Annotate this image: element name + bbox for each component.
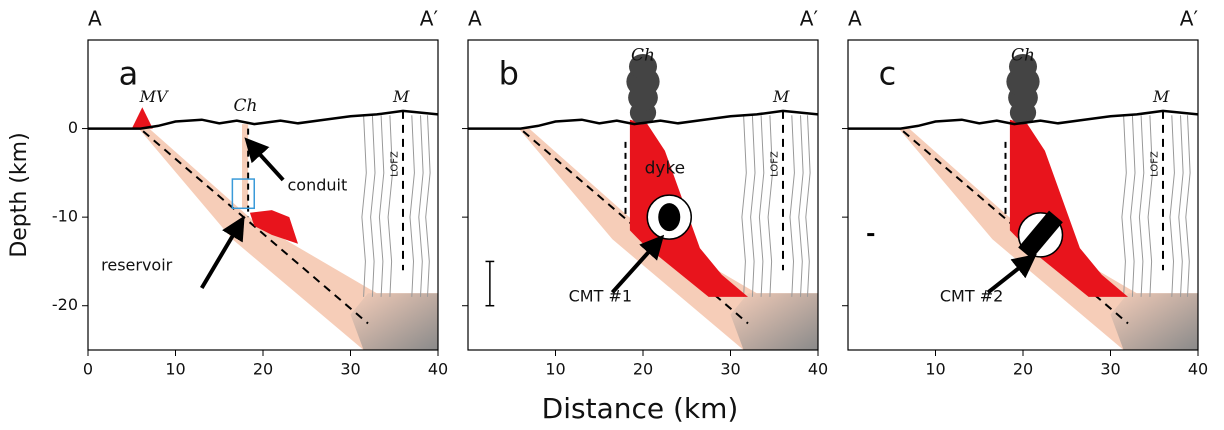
fault-line <box>1169 115 1175 297</box>
focus-box <box>231 178 255 210</box>
topography <box>88 109 439 130</box>
fault-line <box>1147 115 1154 297</box>
slab-top <box>142 130 369 325</box>
crater-label: Ch <box>234 96 258 116</box>
fault-line <box>750 115 756 297</box>
fault-line <box>789 115 795 297</box>
x-tick-label: 10 <box>925 360 945 379</box>
slab <box>138 128 439 350</box>
crater-label: Ch <box>631 45 655 65</box>
conduit-label: conduit <box>288 176 348 195</box>
panel-letter: c <box>879 54 897 92</box>
reservoir-body <box>249 210 298 244</box>
x-tick-label: 20 <box>1013 360 1033 379</box>
fault-line <box>798 115 804 297</box>
x-tick-label: 40 <box>1188 360 1208 379</box>
fault-line <box>361 115 367 297</box>
y-tick-label: -10 <box>52 207 78 226</box>
y-tick-label: 0 <box>68 118 78 137</box>
fault-line <box>378 115 385 297</box>
fault-line <box>1178 115 1184 297</box>
fault-line <box>387 115 394 297</box>
x-tick-label: 30 <box>340 360 360 379</box>
arrow <box>200 215 245 290</box>
panel-letter: a <box>119 54 139 92</box>
x-tick-label: 10 <box>545 360 565 379</box>
fault-line <box>1138 115 1145 297</box>
dyke-body <box>1009 119 1128 297</box>
fault-line <box>418 115 424 297</box>
fault-line <box>409 115 415 297</box>
fault-line <box>758 115 765 297</box>
panel: 10 20 30 40 A A′ c Ch M LOFZ CMT #2 <box>842 7 1208 379</box>
conduit <box>242 124 249 209</box>
section-end: A′ <box>800 7 819 31</box>
section-start: A <box>88 7 102 31</box>
topography <box>468 109 819 130</box>
fault-line <box>425 115 431 297</box>
section-end: A′ <box>1180 7 1199 31</box>
cmt-label: CMT #1 <box>569 286 632 305</box>
crater-label: Ch <box>1011 45 1035 65</box>
fault-line <box>1130 115 1136 297</box>
slab-shade <box>350 293 438 350</box>
x-tick-label: 20 <box>633 360 653 379</box>
x-tick-label: 30 <box>720 360 740 379</box>
x-tick-label: 10 <box>165 360 185 379</box>
plume <box>629 53 657 80</box>
fault-site-label: M <box>1152 87 1170 106</box>
topography <box>848 109 1199 130</box>
beachball-fill <box>1018 210 1063 260</box>
dyke-label: dyke <box>645 158 686 178</box>
section-end: A′ <box>420 7 439 31</box>
cmt-label: CMT #2 <box>940 286 1003 305</box>
plume <box>1009 53 1037 80</box>
fault-zone-label: LOFZ <box>1149 151 1160 177</box>
arrow <box>244 137 285 182</box>
slab-shade <box>730 293 818 350</box>
section-start: A <box>468 7 482 31</box>
section-start: A <box>848 7 862 31</box>
reservoir-label: reservoir <box>101 255 173 274</box>
fault-line <box>805 115 811 297</box>
fault-line <box>1121 115 1127 297</box>
fault-line <box>767 115 774 297</box>
x-tick-label: 40 <box>428 360 448 379</box>
fault-line <box>370 115 376 297</box>
fault-site-label: M <box>772 87 790 106</box>
y-tick-label: -20 <box>52 295 78 314</box>
slab-shade <box>1110 293 1198 350</box>
x-axis-label: Distance (km) <box>542 392 739 425</box>
fault-zone-label: LOFZ <box>389 151 400 177</box>
scale-mark <box>867 233 875 237</box>
arrow <box>986 254 1037 294</box>
fault-site-label: M <box>392 87 410 106</box>
volcano <box>131 107 153 129</box>
panel-letter: b <box>499 54 519 92</box>
beachball-fill <box>658 203 681 232</box>
fault-zone-label: LOFZ <box>769 151 780 177</box>
x-tick-label: 40 <box>808 360 828 379</box>
x-tick-label: 30 <box>1100 360 1120 379</box>
volcano-label: MV <box>139 87 169 106</box>
x-tick-label: 0 <box>83 360 93 379</box>
fault-line <box>1185 115 1191 297</box>
y-axis-label: Depth (km) <box>7 132 32 257</box>
panel: 10 20 30 40 A A′ b Ch M LOFZ dyke CMT #1 <box>462 7 828 379</box>
arrow <box>610 234 665 294</box>
fault-line <box>741 115 747 297</box>
x-tick-label: 20 <box>253 360 273 379</box>
panel: 0 10 20 30 40 0 -10 -20 A A′ aMV Ch M LOFZ conduit rese… <box>52 7 448 379</box>
